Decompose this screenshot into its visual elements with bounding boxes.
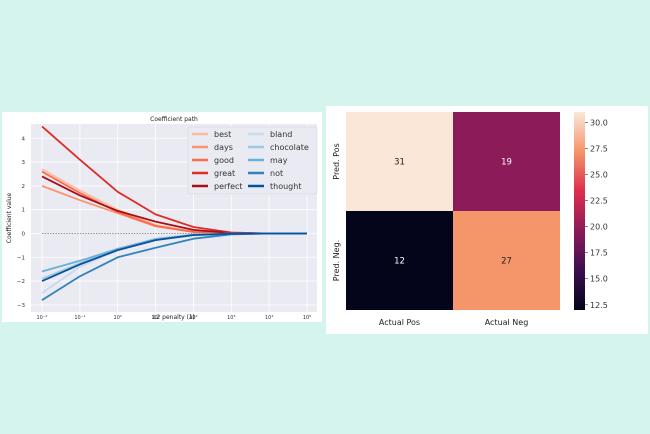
legend-label-may: may: [270, 156, 288, 165]
x-tick-label: 10⁴: [265, 315, 273, 321]
x-tick-label: 10⁵: [303, 315, 311, 321]
heatmap-cell: [346, 211, 453, 310]
y-tick-labels: 4 3 2 1 0 −1 −2 −3: [17, 136, 26, 309]
heatmap-cells: [346, 112, 560, 310]
heatmap-cell: [453, 211, 560, 310]
confusion-matrix-panel: 31 19 12 27 Actual Pos Actual Neg Pred. Pos P…: [326, 106, 648, 334]
colorbar: [574, 112, 585, 310]
legend-label-not: not: [270, 169, 283, 178]
series-line-thought: [41, 232, 307, 282]
x-tick-label: 10⁰: [114, 315, 122, 321]
heatmap-value-label: 27: [501, 257, 512, 267]
heatmap-cell: [453, 112, 560, 211]
coefficient-path-chart: Coefficient path 10⁻² 10⁻¹ 10⁰ 10¹ 10² 10³ 10⁴…: [6, 116, 318, 321]
legend-label-thought: thought: [270, 182, 301, 191]
colorbar-tick-label: 30.0: [590, 118, 608, 127]
y-axis-label: Coefficient value: [6, 192, 13, 243]
colorbar-tick-label: 12.5: [590, 301, 608, 310]
colorbar-tick-label: 22.5: [590, 197, 608, 206]
legend-label-good: good: [214, 156, 234, 165]
coefficient-path-panel: Coefficient path 10⁻² 10⁻¹ 10⁰ 10¹ 10² 10³ 10⁴…: [2, 112, 322, 322]
y-tick-label: 3: [22, 160, 26, 166]
legend-label-bland: bland: [270, 130, 292, 139]
heatmap-y-label: Pred. Neg.: [332, 240, 341, 281]
heatmap-cell: [346, 112, 453, 211]
heatmap-x-label: Actual Pos: [379, 318, 420, 327]
y-tick-label: −3: [17, 303, 26, 309]
x-tick-label: 10²: [189, 315, 197, 321]
series-lines: [41, 125, 307, 301]
colorbar-tick-label: 15.0: [590, 275, 608, 284]
x-tick-labels: 10⁻² 10⁻¹ 10⁰ 10¹ 10² 10³ 10⁴ 10⁵: [36, 315, 311, 321]
heatmap-x-labels: Actual Pos Actual Neg: [379, 318, 528, 327]
legend-label-perfect: perfect: [214, 182, 243, 191]
legend-label-great: great: [214, 169, 235, 178]
legend-label-chocolate: chocolate: [270, 143, 309, 152]
colorbar-tick-label: 25.0: [590, 171, 608, 180]
x-tick-label: 10³: [227, 315, 235, 321]
colorbar-tick-label: 27.5: [590, 144, 608, 153]
heatmap-x-label: Actual Neg: [485, 318, 529, 327]
x-tick-label: 10¹: [151, 315, 159, 321]
colorbar-tick-label: 17.5: [590, 249, 608, 258]
heatmap-value-label: 12: [394, 257, 405, 267]
chart-title: Coefficient path: [150, 116, 198, 123]
x-axis-label: L2 penalty (λ): [153, 314, 195, 321]
legend-label-days: days: [214, 143, 233, 152]
heatmap-y-labels: Pred. Pos Pred. Neg.: [332, 143, 341, 281]
y-tick-label: −1: [17, 255, 25, 261]
heatmap-value-label: 31: [394, 158, 405, 168]
legend-label-best: best: [214, 130, 231, 139]
heatmap-y-label: Pred. Pos: [332, 143, 341, 179]
y-tick-label: 1: [22, 208, 26, 214]
x-tick-label: 10⁻¹: [74, 315, 85, 321]
y-tick-label: 4: [22, 136, 26, 142]
heatmap-value-labels: 31 19 12 27: [394, 158, 512, 267]
y-tick-label: −2: [17, 279, 25, 285]
colorbar-tick-labels: 30.0 27.5 25.0 22.5 20.0 17.5 15.0 12.5: [585, 118, 608, 310]
heatmap-value-label: 19: [501, 158, 512, 168]
colorbar-tick-label: 20.0: [590, 223, 608, 232]
legend: best days good great perfect bland chocolate ma…: [187, 126, 318, 195]
x-tick-label: 10⁻²: [36, 315, 47, 321]
y-tick-label: 2: [22, 184, 26, 190]
y-tick-label: 0: [22, 231, 26, 237]
